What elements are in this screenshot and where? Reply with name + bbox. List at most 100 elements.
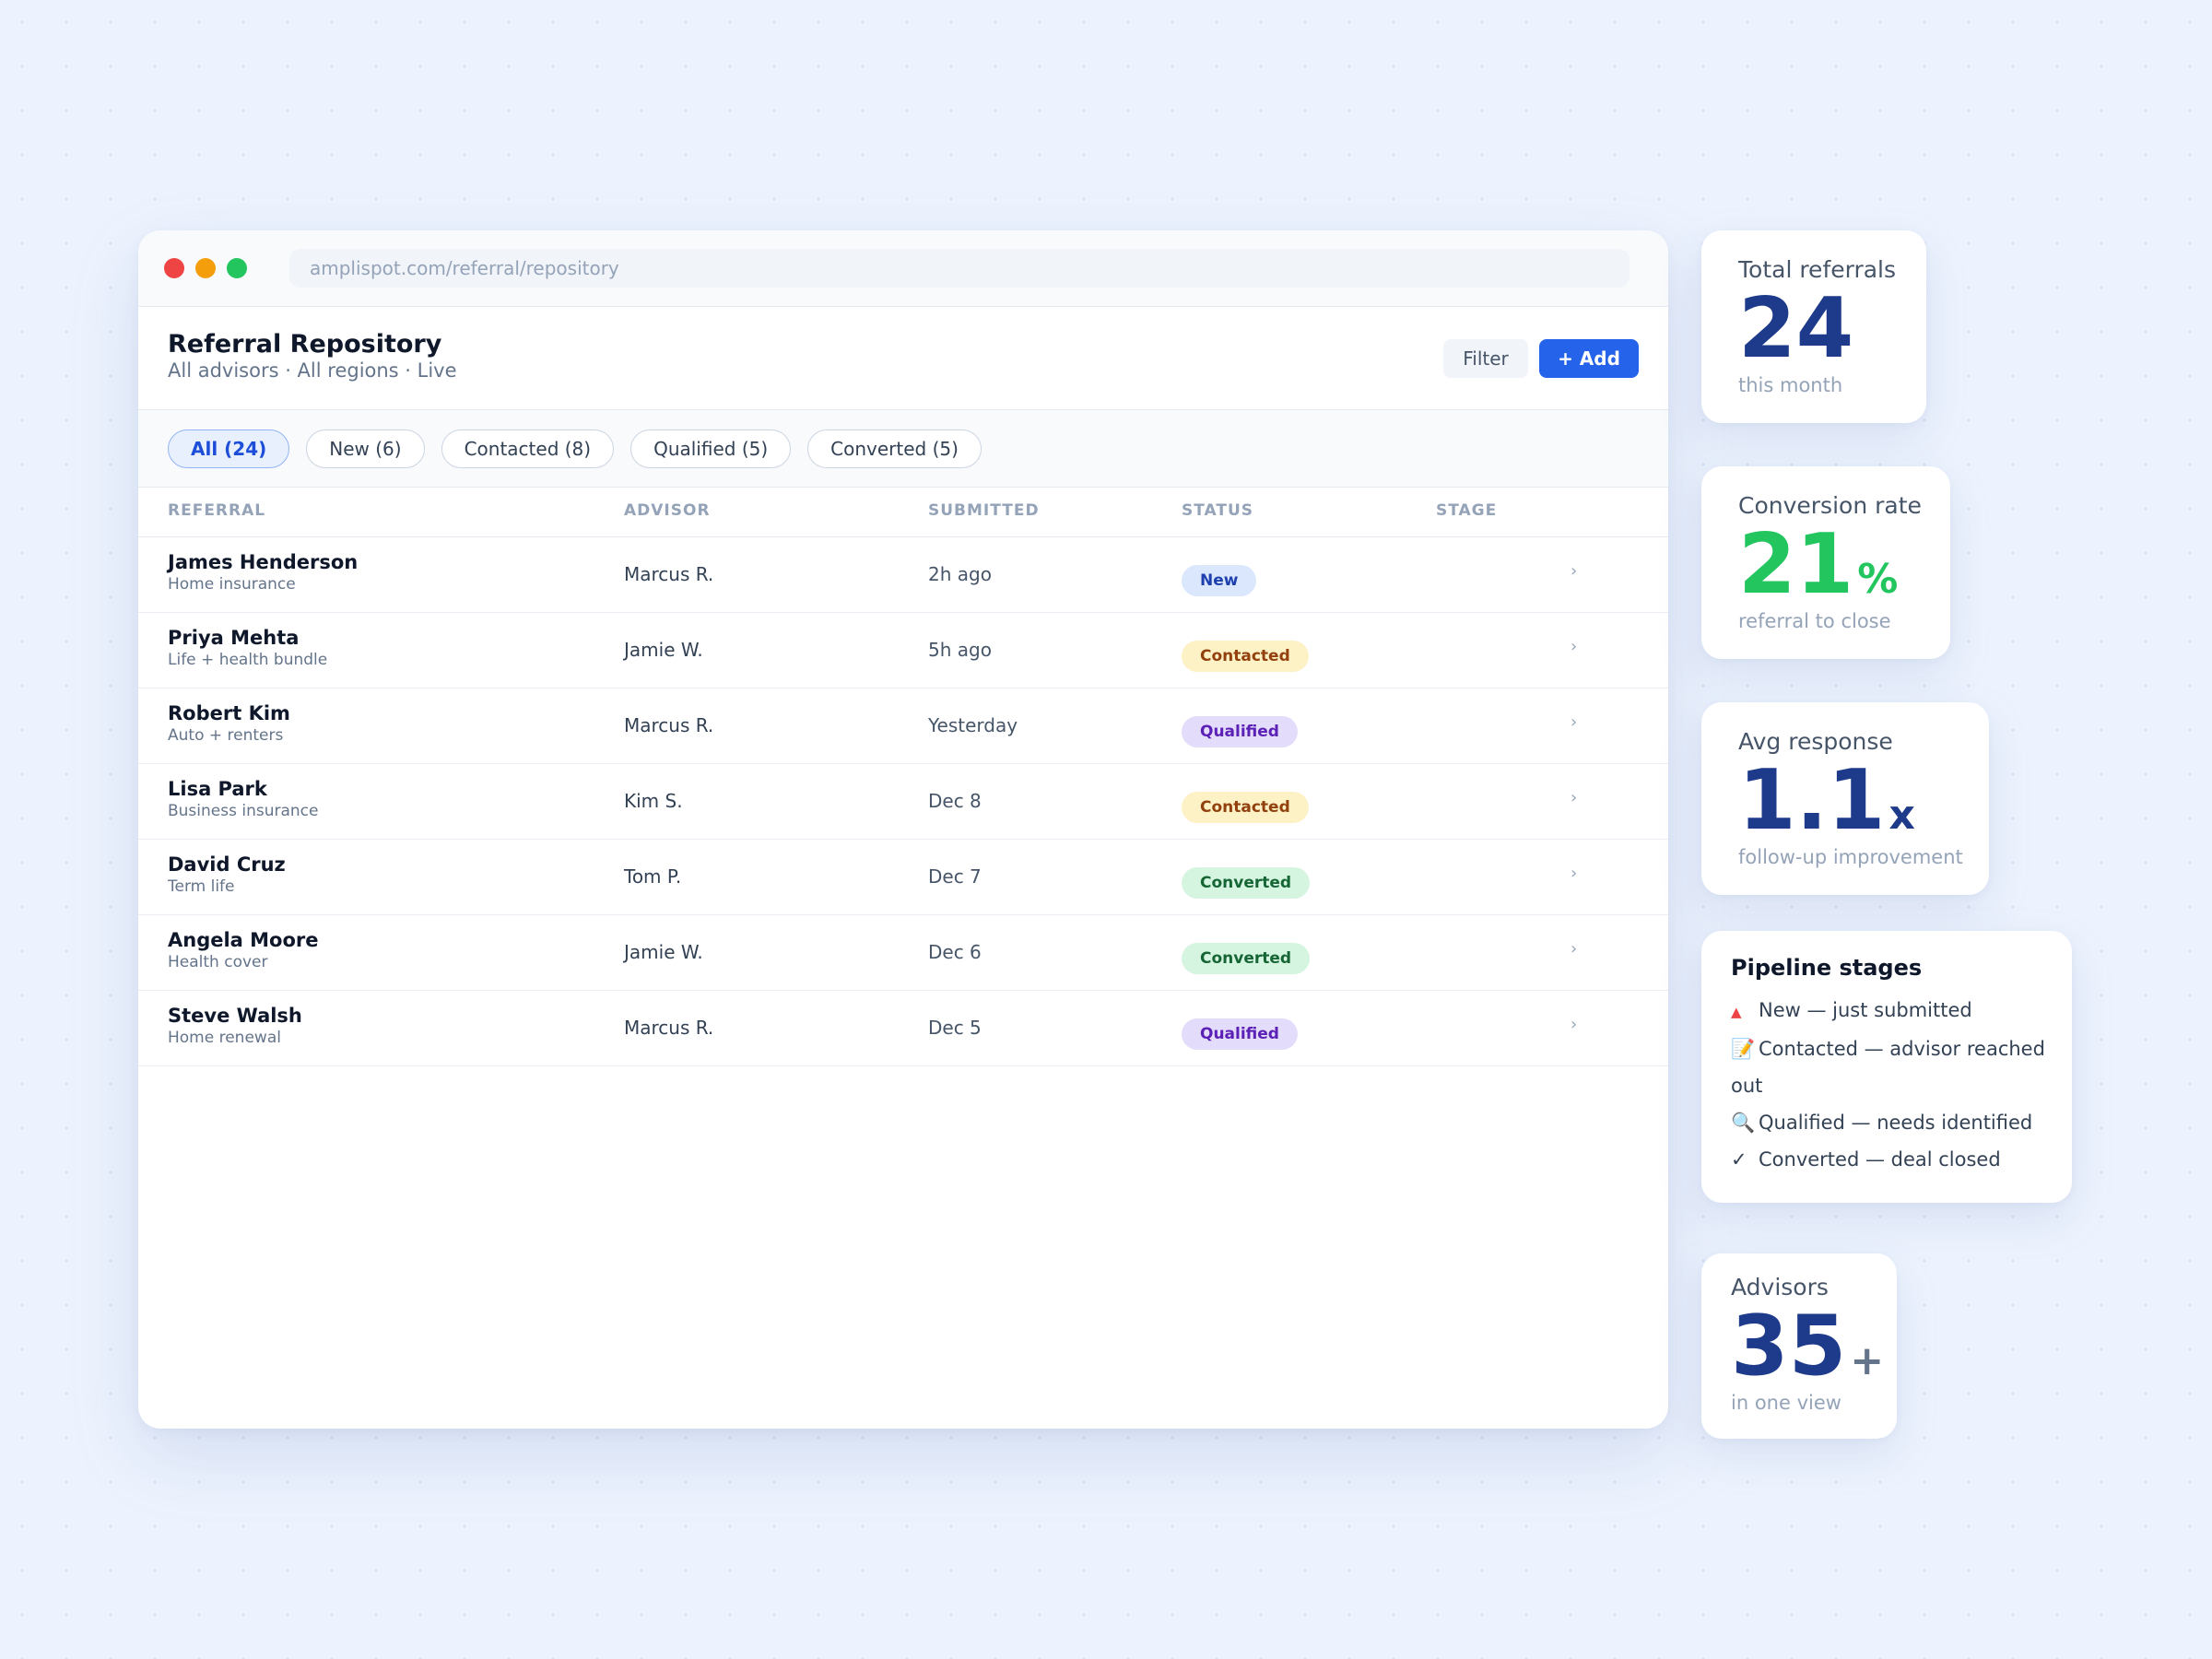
- referral-type: Auto + renters: [168, 726, 284, 745]
- referral-name: James Henderson: [168, 551, 359, 573]
- close-window-button[interactable]: [164, 258, 184, 278]
- submitted-time: Dec 5: [928, 1017, 982, 1039]
- url-text: amplispot.com/referral/repository: [310, 257, 619, 279]
- status-badge: Contacted: [1182, 641, 1309, 672]
- stat-caption: this month: [1738, 374, 1843, 396]
- stat-value: 1.1x: [1738, 752, 1915, 849]
- advisor-name: Tom P.: [624, 865, 682, 888]
- column-header-referral[interactable]: REFERRAL: [168, 501, 266, 520]
- referral-name: Lisa Park: [168, 778, 267, 800]
- pipeline-list: ▲ New — just submitted 📝 Contacted — advis…: [1731, 992, 2053, 1178]
- pipeline-item: 📝 Contacted — advisor reached out: [1731, 1030, 2053, 1104]
- advisor-name: Kim S.: [624, 790, 683, 812]
- advisor-name: Marcus R.: [624, 1017, 714, 1039]
- table-row[interactable]: David Cruz Term life Tom P. Dec 7 Conver…: [138, 840, 1668, 915]
- status-tabs: All (24) New (6) Contacted (8) Qualified…: [138, 410, 1668, 488]
- referral-type: Life + health bundle: [168, 651, 328, 669]
- referral-name: Priya Mehta: [168, 627, 300, 649]
- total-referrals-card: Total referrals 24 this month: [1701, 230, 1926, 423]
- table-header: REFERRAL ADVISOR SUBMITTED STATUS STAGE: [138, 488, 1668, 537]
- stat-label: Conversion rate: [1738, 492, 1922, 519]
- minimize-window-button[interactable]: [195, 258, 216, 278]
- maximize-window-button[interactable]: [227, 258, 247, 278]
- stat-value: 35+: [1731, 1298, 1885, 1394]
- tab-all[interactable]: All (24): [168, 429, 290, 468]
- submitted-time: Dec 8: [928, 790, 982, 812]
- status-badge: New: [1182, 565, 1257, 596]
- check-icon: ✓: [1731, 1148, 1747, 1171]
- table-row[interactable]: Priya Mehta Life + health bundle Jamie W…: [138, 613, 1668, 688]
- table-row[interactable]: James Henderson Home insurance Marcus R.…: [138, 537, 1668, 613]
- magnifier-icon: 🔍: [1731, 1112, 1756, 1134]
- chevron-right-icon[interactable]: ›: [1571, 561, 1578, 581]
- advisor-name: Marcus R.: [624, 714, 714, 736]
- table-row[interactable]: Lisa Park Business insurance Kim S. Dec …: [138, 764, 1668, 840]
- status-badge: Qualified: [1182, 716, 1298, 747]
- referral-type: Home renewal: [168, 1029, 281, 1047]
- referral-name: Steve Walsh: [168, 1005, 302, 1027]
- page-title: Referral Repository: [168, 330, 442, 359]
- stat-label: Avg response: [1738, 728, 1893, 755]
- advisor-name: Jamie W.: [624, 639, 703, 661]
- referral-type: Term life: [168, 877, 235, 896]
- tab-qualified[interactable]: Qualified (5): [630, 429, 792, 468]
- stat-unit: +: [1850, 1337, 1885, 1384]
- tab-new[interactable]: New (6): [306, 429, 425, 468]
- referral-type: Business insurance: [168, 802, 319, 820]
- stat-value: 24: [1738, 280, 1854, 377]
- referral-name: Robert Kim: [168, 702, 290, 724]
- stat-caption: referral to close: [1738, 610, 1891, 632]
- advisors-card: Advisors 35+ in one view: [1701, 1253, 1897, 1439]
- pipeline-stages-card: Pipeline stages ▲ New — just submitted 📝 C…: [1701, 931, 2072, 1203]
- tab-contacted[interactable]: Contacted (8): [441, 429, 615, 468]
- submitted-time: 2h ago: [928, 563, 992, 585]
- column-header-stage[interactable]: STAGE: [1436, 501, 1498, 520]
- add-referral-button[interactable]: + Add: [1539, 339, 1639, 378]
- tab-converted[interactable]: Converted (5): [807, 429, 982, 468]
- avg-response-card: Avg response 1.1x follow-up improvement: [1701, 702, 1989, 895]
- red-triangle-icon: ▲: [1731, 1004, 1742, 1020]
- advisor-name: Marcus R.: [624, 563, 714, 585]
- pipeline-title: Pipeline stages: [1731, 955, 1923, 981]
- conversion-rate-card: Conversion rate 21% referral to close: [1701, 466, 1950, 659]
- table-row[interactable]: Steve Walsh Home renewal Marcus R. Dec 5…: [138, 991, 1668, 1066]
- chevron-right-icon[interactable]: ›: [1571, 712, 1578, 732]
- stat-value: 21%: [1738, 516, 1899, 613]
- column-header-advisor[interactable]: ADVISOR: [624, 501, 711, 520]
- stat-unit: x: [1888, 792, 1915, 839]
- pipeline-item: ✓ Converted — deal closed: [1731, 1141, 2053, 1178]
- chevron-right-icon[interactable]: ›: [1571, 788, 1578, 807]
- submitted-time: Yesterday: [928, 714, 1018, 736]
- page-header: Referral Repository All advisors · All r…: [138, 307, 1668, 410]
- submitted-time: Dec 6: [928, 941, 982, 963]
- column-header-submitted[interactable]: SUBMITTED: [928, 501, 1040, 520]
- status-badge: Converted: [1182, 867, 1311, 899]
- chevron-right-icon[interactable]: ›: [1571, 637, 1578, 656]
- referral-name: David Cruz: [168, 853, 286, 876]
- stat-label: Advisors: [1731, 1274, 1829, 1300]
- advisor-name: Jamie W.: [624, 941, 703, 963]
- pipeline-item: ▲ New — just submitted: [1731, 992, 2053, 1030]
- status-badge: Converted: [1182, 943, 1311, 974]
- status-badge: Qualified: [1182, 1018, 1298, 1050]
- referral-type: Home insurance: [168, 575, 296, 594]
- table-row[interactable]: Angela Moore Health cover Jamie W. Dec 6…: [138, 915, 1668, 991]
- referral-name: Angela Moore: [168, 929, 319, 951]
- stat-unit: %: [1857, 556, 1899, 603]
- filter-button[interactable]: Filter: [1443, 339, 1528, 378]
- submitted-time: Dec 7: [928, 865, 982, 888]
- chevron-right-icon[interactable]: ›: [1571, 864, 1578, 883]
- table-row[interactable]: Robert Kim Auto + renters Marcus R. Yest…: [138, 688, 1668, 764]
- browser-window: amplispot.com/referral/repository Referr…: [138, 230, 1668, 1429]
- column-header-status[interactable]: STATUS: [1182, 501, 1254, 520]
- address-bar[interactable]: amplispot.com/referral/repository: [289, 249, 1630, 288]
- stat-label: Total referrals: [1738, 256, 1897, 283]
- browser-chrome: amplispot.com/referral/repository: [138, 230, 1668, 307]
- memo-icon: 📝: [1731, 1038, 1756, 1060]
- status-badge: Contacted: [1182, 792, 1309, 823]
- submitted-time: 5h ago: [928, 639, 992, 661]
- chevron-right-icon[interactable]: ›: [1571, 1015, 1578, 1034]
- referral-type: Health cover: [168, 953, 268, 971]
- chevron-right-icon[interactable]: ›: [1571, 939, 1578, 959]
- stat-caption: follow-up improvement: [1738, 846, 1963, 868]
